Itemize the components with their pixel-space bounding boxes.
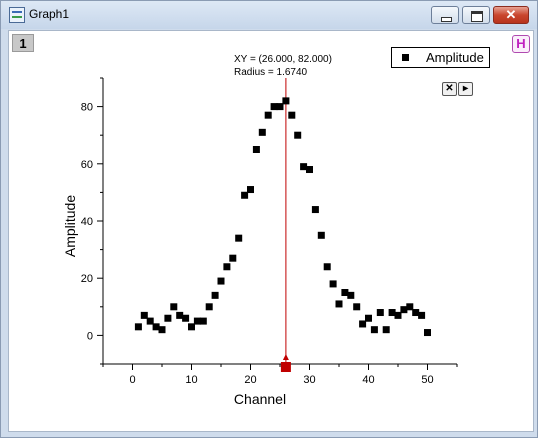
graph-window-icon[interactable] [9, 7, 25, 23]
data-point [300, 163, 308, 171]
data-point [146, 317, 154, 325]
data-point [193, 317, 201, 325]
close-icon: ✕ [445, 83, 454, 94]
x-tick-label: 50 [421, 374, 433, 386]
data-point [205, 303, 213, 311]
x-tick-label: 20 [244, 374, 256, 386]
close-icon: ✕ [505, 7, 517, 22]
data-reader-marker-arrow [282, 354, 289, 360]
x-tick-label: 0 [129, 374, 135, 386]
data-point [276, 103, 284, 111]
data-point [252, 146, 260, 153]
minimize-icon [441, 17, 452, 22]
x-axis-title: Channel [234, 391, 286, 407]
data-point [282, 97, 290, 105]
data-point [335, 300, 343, 308]
data-point [341, 289, 349, 296]
data-point [353, 303, 361, 311]
scatter-plot[interactable]: 0 10 20 30 40 50 0 20 40 60 80 Channel Amplitude [9, 31, 533, 431]
x-tick-label: 30 [303, 374, 315, 386]
data-point [382, 326, 390, 334]
minimize-button[interactable] [431, 6, 459, 24]
data-point [223, 263, 231, 271]
data-point [152, 323, 160, 331]
data-point [311, 206, 319, 214]
y-tick-label: 20 [81, 273, 93, 285]
maximize-icon [471, 11, 483, 22]
graph-page[interactable]: 0 10 20 30 40 50 0 20 40 60 80 Channel Amplitude 1 H… [8, 30, 534, 432]
data-point [164, 314, 172, 322]
maximize-button[interactable] [462, 6, 490, 24]
data-point [294, 131, 302, 139]
data-point [400, 306, 408, 314]
next-arrow-icon: ▸ [462, 83, 469, 94]
data-point [317, 231, 325, 239]
data-reader-marker [280, 362, 291, 372]
data-point [323, 263, 331, 271]
data-point [199, 317, 207, 325]
y-axis-title: Amplitude [62, 195, 78, 257]
data-point [235, 234, 243, 242]
data-point [140, 311, 148, 319]
cursor-readout: XY = (26.000, 82.000) Radius = 1.6740 [234, 53, 332, 79]
data-point [176, 311, 184, 319]
data-point [370, 326, 378, 334]
data-point [347, 291, 355, 299]
data-point [229, 254, 237, 262]
legend[interactable]: Amplitude [391, 47, 490, 68]
data-point [182, 314, 190, 322]
data-point [394, 311, 402, 319]
readout-close-button[interactable]: ✕ [442, 82, 457, 96]
layer-badge[interactable]: 1 [12, 34, 34, 52]
window-title: Graph1 [29, 7, 70, 21]
x-tick-label: 10 [185, 374, 197, 386]
data-point [424, 329, 431, 337]
data-point [329, 280, 337, 288]
data-point [217, 277, 225, 285]
data-point [247, 186, 254, 194]
h-badge[interactable]: H [512, 35, 530, 53]
data-point [412, 309, 420, 317]
x-tick-label: 40 [362, 374, 374, 386]
data-point [188, 323, 195, 331]
data-point [359, 320, 367, 328]
y-tick-label: 40 [81, 216, 93, 228]
readout-next-button[interactable]: ▸ [458, 82, 473, 96]
data-point [264, 111, 272, 119]
readout-xy: XY = (26.000, 82.000) [234, 54, 332, 65]
data-point [170, 303, 178, 311]
y-tick-label: 0 [87, 330, 93, 342]
title-bar[interactable]: Graph1 ✕ [1, 1, 537, 29]
data-point [270, 103, 278, 111]
data-point [211, 291, 219, 299]
legend-label: Amplitude [426, 50, 484, 65]
data-point [365, 314, 372, 322]
data-point [418, 311, 426, 319]
y-tick-label: 60 [81, 159, 93, 171]
data-point [388, 309, 396, 317]
legend-marker-square [402, 54, 409, 61]
data-point [288, 111, 296, 119]
data-point [241, 191, 249, 199]
data-point [406, 303, 414, 311]
data-point [134, 323, 142, 331]
data-point [306, 166, 313, 174]
data-point [258, 128, 266, 136]
data-point [376, 309, 384, 317]
readout-radius: Radius = 1.6740 [234, 67, 308, 78]
close-button[interactable]: ✕ [493, 6, 529, 24]
y-tick-label: 80 [81, 102, 93, 114]
data-point [158, 326, 166, 334]
